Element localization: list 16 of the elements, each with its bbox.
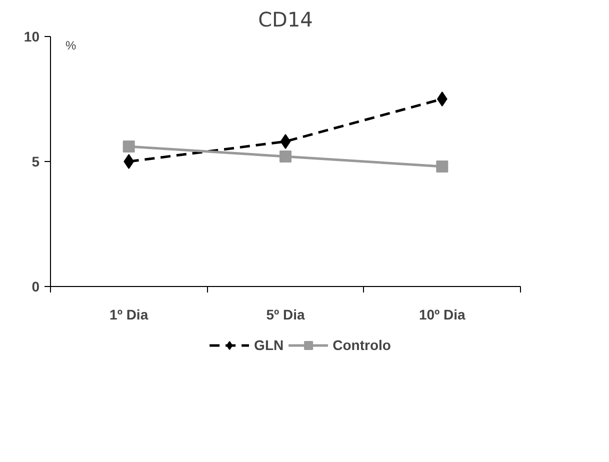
point [122,140,135,152]
point [280,150,292,162]
x-tick-label: 10º Dia [418,306,466,322]
y-tick-label: 0 [32,278,40,294]
legend-label: Controlo [332,337,391,353]
chart-title: CD14 [258,8,313,32]
point [437,92,448,106]
x-tick-label: 5º Dia [266,306,305,322]
y-tick-label: 5 [32,154,40,170]
x-tick-label: 1º Dia [110,306,148,322]
point [124,154,134,169]
y-tick-label: 10 [24,28,40,44]
point [280,134,291,149]
legend-label: GLN [254,337,284,353]
point [436,160,448,172]
y-axis-title: % [66,38,76,52]
